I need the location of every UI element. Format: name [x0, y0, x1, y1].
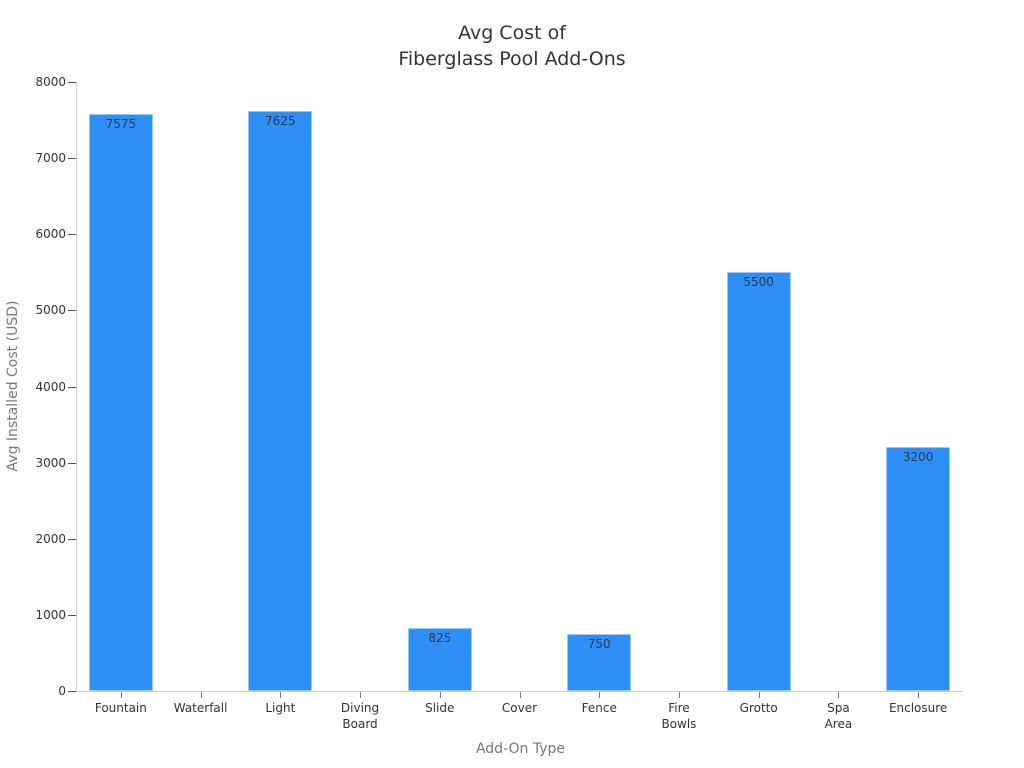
bar-grotto: [726, 272, 791, 691]
y-tick: [68, 538, 76, 540]
x-tick: [280, 692, 282, 698]
x-tick-label-line: Slide: [425, 701, 455, 715]
bar-value-label: 825: [428, 631, 452, 646]
x-tick-label: Slide: [395, 700, 485, 716]
y-tick: [68, 691, 76, 692]
x-tick-label: Fire Bowls: [634, 700, 724, 732]
y-tick-label: 0: [58, 684, 66, 698]
x-tick-label-line: Light: [265, 701, 296, 715]
x-tick-label-line: Area: [824, 717, 853, 731]
x-tick: [360, 692, 362, 698]
x-tick-label: Waterfall: [156, 700, 246, 716]
x-tick-label-line: Enclosure: [888, 701, 948, 715]
bar-value-label: 3200: [902, 450, 934, 465]
y-tick-label: 3000: [35, 455, 66, 470]
y-tick: [68, 614, 76, 616]
bar-light: [248, 110, 313, 691]
x-tick: [599, 692, 601, 698]
x-tick: [120, 692, 122, 698]
y-tick: [68, 386, 76, 388]
y-tick-label: 5000: [35, 303, 66, 318]
y-tick: [68, 82, 76, 83]
x-tick-label: Cover: [475, 700, 565, 716]
y-tick-label: 6000: [35, 227, 66, 242]
x-tick-label-line: Waterfall: [173, 701, 228, 715]
x-tick-label: Grotto: [714, 700, 804, 716]
bar-value-label: 7575: [105, 117, 137, 132]
bar-value-label: 7625: [265, 113, 296, 128]
x-tick-label-line: Bowls: [661, 717, 697, 731]
x-tick-label: Spa Area: [793, 700, 883, 732]
y-tick-label: 8000: [35, 75, 66, 89]
x-tick-label-line: Cover: [501, 701, 538, 715]
x-tick: [439, 692, 441, 698]
bar-fence: [567, 633, 632, 691]
x-tick: [678, 692, 680, 698]
y-tick-label: 7000: [35, 151, 66, 166]
y-tick: [68, 462, 76, 464]
x-tick-label: Diving Board: [315, 700, 405, 732]
chart-title-line-1: Avg Cost of: [458, 22, 566, 44]
x-tick: [519, 692, 521, 698]
y-tick-label: 4000: [35, 379, 66, 394]
y-tick: [68, 310, 76, 312]
y-axis-label: Avg Installed Cost (USD): [5, 300, 21, 472]
x-tick-label: Fence: [554, 700, 644, 716]
chart-title-line-2: Fiberglass Pool Add-Ons: [398, 48, 626, 70]
x-tick: [838, 692, 840, 698]
x-tick: [200, 692, 202, 698]
bar-fountain: [88, 114, 153, 691]
x-tick-label-line: Diving: [340, 701, 380, 715]
x-tick-label: Fountain: [76, 700, 166, 716]
bar-enclosure: [886, 447, 951, 691]
x-tick-label: Light: [235, 700, 325, 716]
chart-title: Avg Cost of Fiberglass Pool Add-Ons: [0, 20, 1024, 72]
y-tick: [68, 158, 76, 160]
bar-value-label: 750: [587, 636, 611, 651]
x-tick-label-line: Fire: [668, 701, 690, 715]
x-tick-label-line: Fence: [581, 701, 617, 715]
x-axis-line: [76, 691, 963, 692]
x-axis-label: Add-On Type: [475, 741, 566, 757]
x-tick: [758, 692, 760, 698]
x-tick-label-line: Grotto: [739, 701, 778, 715]
x-tick: [918, 692, 920, 698]
y-tick-label: 1000: [35, 607, 66, 622]
bar-slide: [407, 628, 472, 691]
x-tick-label-line: Board: [342, 717, 378, 731]
x-tick-label-line: Fountain: [94, 701, 147, 715]
bar-value-label: 5500: [743, 275, 774, 290]
x-tick-label: Enclosure: [873, 700, 963, 716]
y-tick: [68, 234, 76, 236]
y-tick-label: 2000: [35, 531, 66, 546]
x-tick-label-line: Spa: [827, 701, 850, 715]
y-axis-line: [76, 82, 77, 692]
